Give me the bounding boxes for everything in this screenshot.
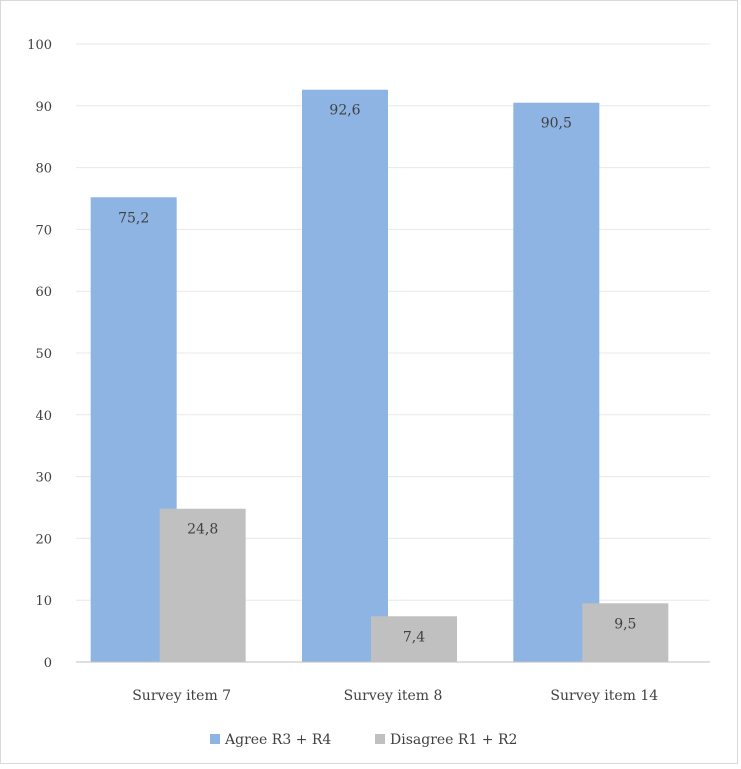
x-category-label: Survey item 14 bbox=[550, 688, 658, 704]
legend-swatch-disagree bbox=[375, 734, 385, 744]
y-tick-label: 30 bbox=[35, 471, 52, 486]
legend-swatch-agree bbox=[210, 734, 220, 744]
y-tick-label: 100 bbox=[27, 38, 52, 53]
bar-agree bbox=[513, 102, 600, 662]
bar-disagree bbox=[582, 603, 669, 662]
data-label-disagree: 9,5 bbox=[614, 616, 636, 632]
x-category-label: Survey item 7 bbox=[132, 688, 231, 704]
y-tick-label: 80 bbox=[35, 162, 52, 177]
data-label-disagree: 7,4 bbox=[403, 629, 425, 645]
y-tick-label: 70 bbox=[35, 223, 52, 238]
y-tick-label: 0 bbox=[44, 656, 52, 671]
legend-label-disagree: Disagree R1 + R2 bbox=[390, 732, 517, 748]
bar-disagree bbox=[159, 508, 246, 662]
y-tick-label: 50 bbox=[35, 347, 52, 362]
legend-label-agree: Agree R3 + R4 bbox=[224, 732, 331, 748]
data-label-agree: 75,2 bbox=[118, 210, 149, 226]
bar-agree bbox=[302, 89, 388, 663]
bar-disagree bbox=[371, 616, 457, 662]
y-tick-label: 20 bbox=[35, 532, 52, 547]
data-label-disagree: 24,8 bbox=[187, 522, 218, 538]
y-tick-label: 60 bbox=[35, 285, 52, 300]
data-label-agree: 92,6 bbox=[329, 103, 360, 119]
y-tick-label: 40 bbox=[35, 409, 52, 424]
x-category-label: Survey item 8 bbox=[344, 688, 443, 704]
y-tick-label: 10 bbox=[35, 594, 52, 609]
data-label-agree: 90,5 bbox=[541, 116, 572, 132]
y-tick-label: 90 bbox=[35, 100, 52, 115]
